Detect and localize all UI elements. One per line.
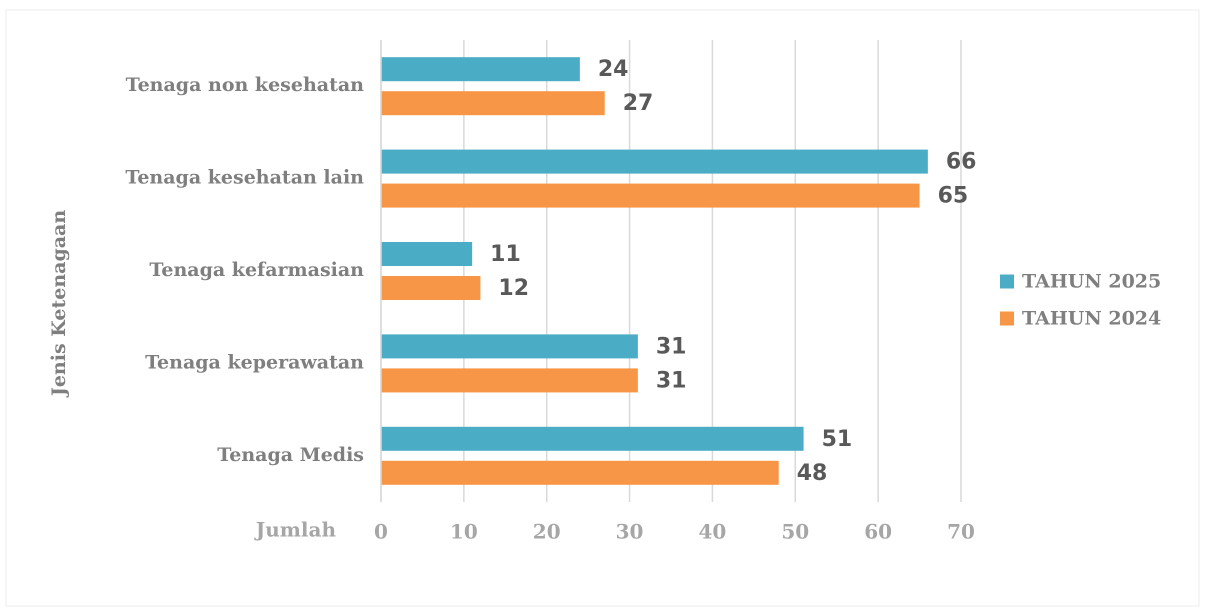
- legend-label: TAHUN 2024: [1022, 308, 1161, 330]
- value-label: 24: [598, 57, 629, 82]
- y-axis-label: Jenis Ketenagaan: [48, 210, 70, 399]
- y-tick-label: Tenaga Medis: [217, 444, 364, 466]
- value-label: 48: [797, 461, 828, 486]
- bar: [381, 460, 779, 485]
- bar: [381, 368, 638, 393]
- x-tick-label: 40: [699, 520, 727, 544]
- x-tick-label: 50: [781, 520, 809, 544]
- value-label: 27: [623, 91, 654, 116]
- value-label: 31: [656, 334, 687, 359]
- bar: [381, 91, 605, 116]
- bar: [381, 334, 638, 359]
- value-label: 66: [946, 150, 977, 175]
- legend-swatch: [1000, 311, 1014, 326]
- bar: [381, 149, 928, 174]
- bar: [381, 276, 481, 300]
- x-tick-label: 20: [533, 520, 561, 544]
- value-label: 51: [822, 427, 853, 452]
- legend-label: TAHUN 2025: [1022, 271, 1161, 293]
- value-label: 11: [490, 242, 521, 267]
- y-tick-label: Tenaga keperawatan: [145, 351, 364, 373]
- x-tick-label: 10: [450, 520, 478, 544]
- bar: [381, 183, 920, 208]
- value-label: 65: [938, 184, 969, 209]
- x-tick-label: 60: [864, 520, 892, 544]
- value-label: 31: [656, 368, 687, 393]
- bar: [381, 57, 580, 82]
- x-axis-label: Jumlah: [254, 518, 337, 542]
- x-tick-label: 70: [947, 520, 975, 544]
- legend-swatch: [1000, 274, 1014, 289]
- value-label: 12: [498, 276, 529, 301]
- bar: [381, 242, 473, 266]
- y-tick-label: Tenaga non kesehatan: [126, 74, 365, 96]
- y-tick-label: Tenaga kesehatan lain: [125, 167, 364, 189]
- x-tick-label: 0: [374, 520, 388, 544]
- bar: [381, 426, 804, 451]
- y-tick-label: Tenaga kefarmasian: [149, 259, 364, 281]
- x-tick-label: 30: [616, 520, 644, 544]
